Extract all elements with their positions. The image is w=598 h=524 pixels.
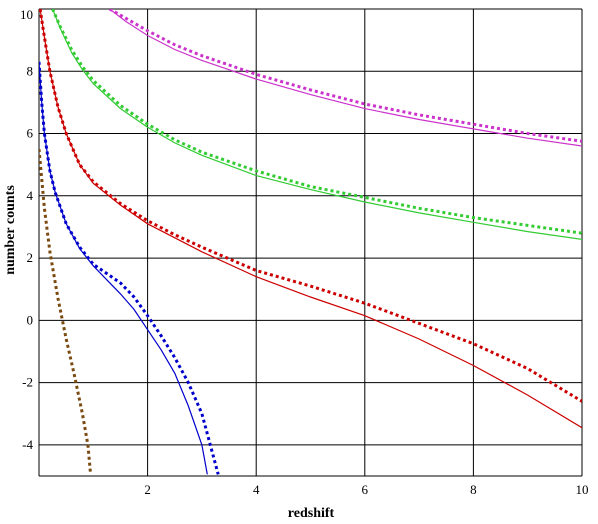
y-tick-label: -4: [22, 437, 33, 452]
series-line-8: [39, 61, 220, 475]
x-tick-label: 2: [144, 482, 151, 497]
series-line-7: [39, 61, 208, 475]
series-group: [39, 9, 582, 475]
y-tick-label: 2: [27, 250, 34, 265]
y-tick-label: 4: [27, 188, 34, 203]
grid: [38, 8, 583, 477]
x-tick-label: 10: [576, 482, 589, 497]
x-axis-label: redshift: [288, 506, 335, 521]
x-tick-label: 8: [470, 482, 477, 497]
y-tick-label: 8: [27, 63, 34, 78]
series-line-5: [39, 9, 582, 429]
y-tick-label: 6: [27, 126, 34, 141]
series-line-3: [52, 9, 582, 240]
y-tick-label: 10: [20, 7, 33, 22]
tick-labels: 2 4 6 8 10 10 8 6 4 2 0 -2 -4: [20, 7, 589, 497]
series-line-6: [39, 9, 582, 403]
y-tick-label: 0: [27, 312, 34, 327]
y-tick-label: -2: [22, 375, 33, 390]
series-line-9: [39, 148, 93, 475]
series-line-1: [109, 9, 582, 147]
x-tick-label: 4: [253, 482, 260, 497]
series-line-4: [51, 9, 582, 235]
x-tick-label: 6: [362, 482, 369, 497]
y-axis-label: number counts: [3, 185, 18, 275]
series-line-2: [108, 9, 582, 143]
